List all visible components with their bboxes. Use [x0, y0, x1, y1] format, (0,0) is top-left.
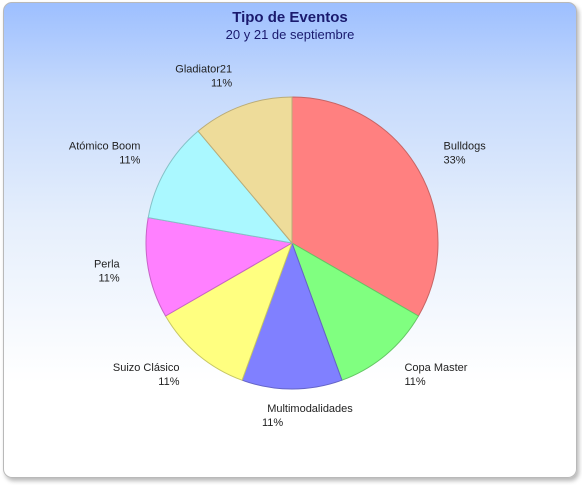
- slice-atomico-boom: [147, 130, 294, 244]
- slice-gladiator21: [197, 96, 293, 245]
- slice-perla: [145, 217, 294, 317]
- slice-label-copa-master: Copa Master: [404, 362, 467, 374]
- chart-card: Tipo de Eventos 20 y 21 de septiembre Bu…: [3, 2, 577, 478]
- slice-label-suizo-clasico: Suizo Clásico: [113, 362, 180, 374]
- slice-percent-gladiator21: 11%: [211, 78, 232, 90]
- chart-subtitle: 20 y 21 de septiembre: [225, 27, 355, 42]
- slice-label-bulldogs: Bulldogs: [444, 141, 487, 153]
- slice-copa-master: [291, 241, 420, 381]
- slice-bulldogs: [291, 96, 439, 317]
- pie-chart: Bulldogs 33% Copa Master 11% Multimodalidade…: [69, 64, 487, 429]
- slice-percent-perla: 11%: [98, 272, 119, 284]
- chart-title: Tipo de Eventos: [232, 9, 348, 26]
- slice-multimodalidades: [241, 241, 343, 390]
- slice-label-gladiator21: Gladiator21: [175, 64, 232, 76]
- slice-percent-copa-master: 11%: [404, 376, 425, 388]
- slice-label-perla: Perla: [94, 258, 121, 270]
- slice-label-multimodalidades: Multimodalidades: [267, 403, 353, 415]
- slice-suizo-clasico: [164, 241, 293, 381]
- slice-percent-suizo-clasico: 11%: [158, 376, 179, 388]
- slice-percent-multimodalidades: 11%: [262, 417, 283, 429]
- slice-label-atomico-boom: Atómico Boom: [69, 141, 141, 153]
- slice-percent-bulldogs: 33%: [444, 155, 466, 167]
- slice-percent-atomico-boom: 11%: [119, 155, 140, 167]
